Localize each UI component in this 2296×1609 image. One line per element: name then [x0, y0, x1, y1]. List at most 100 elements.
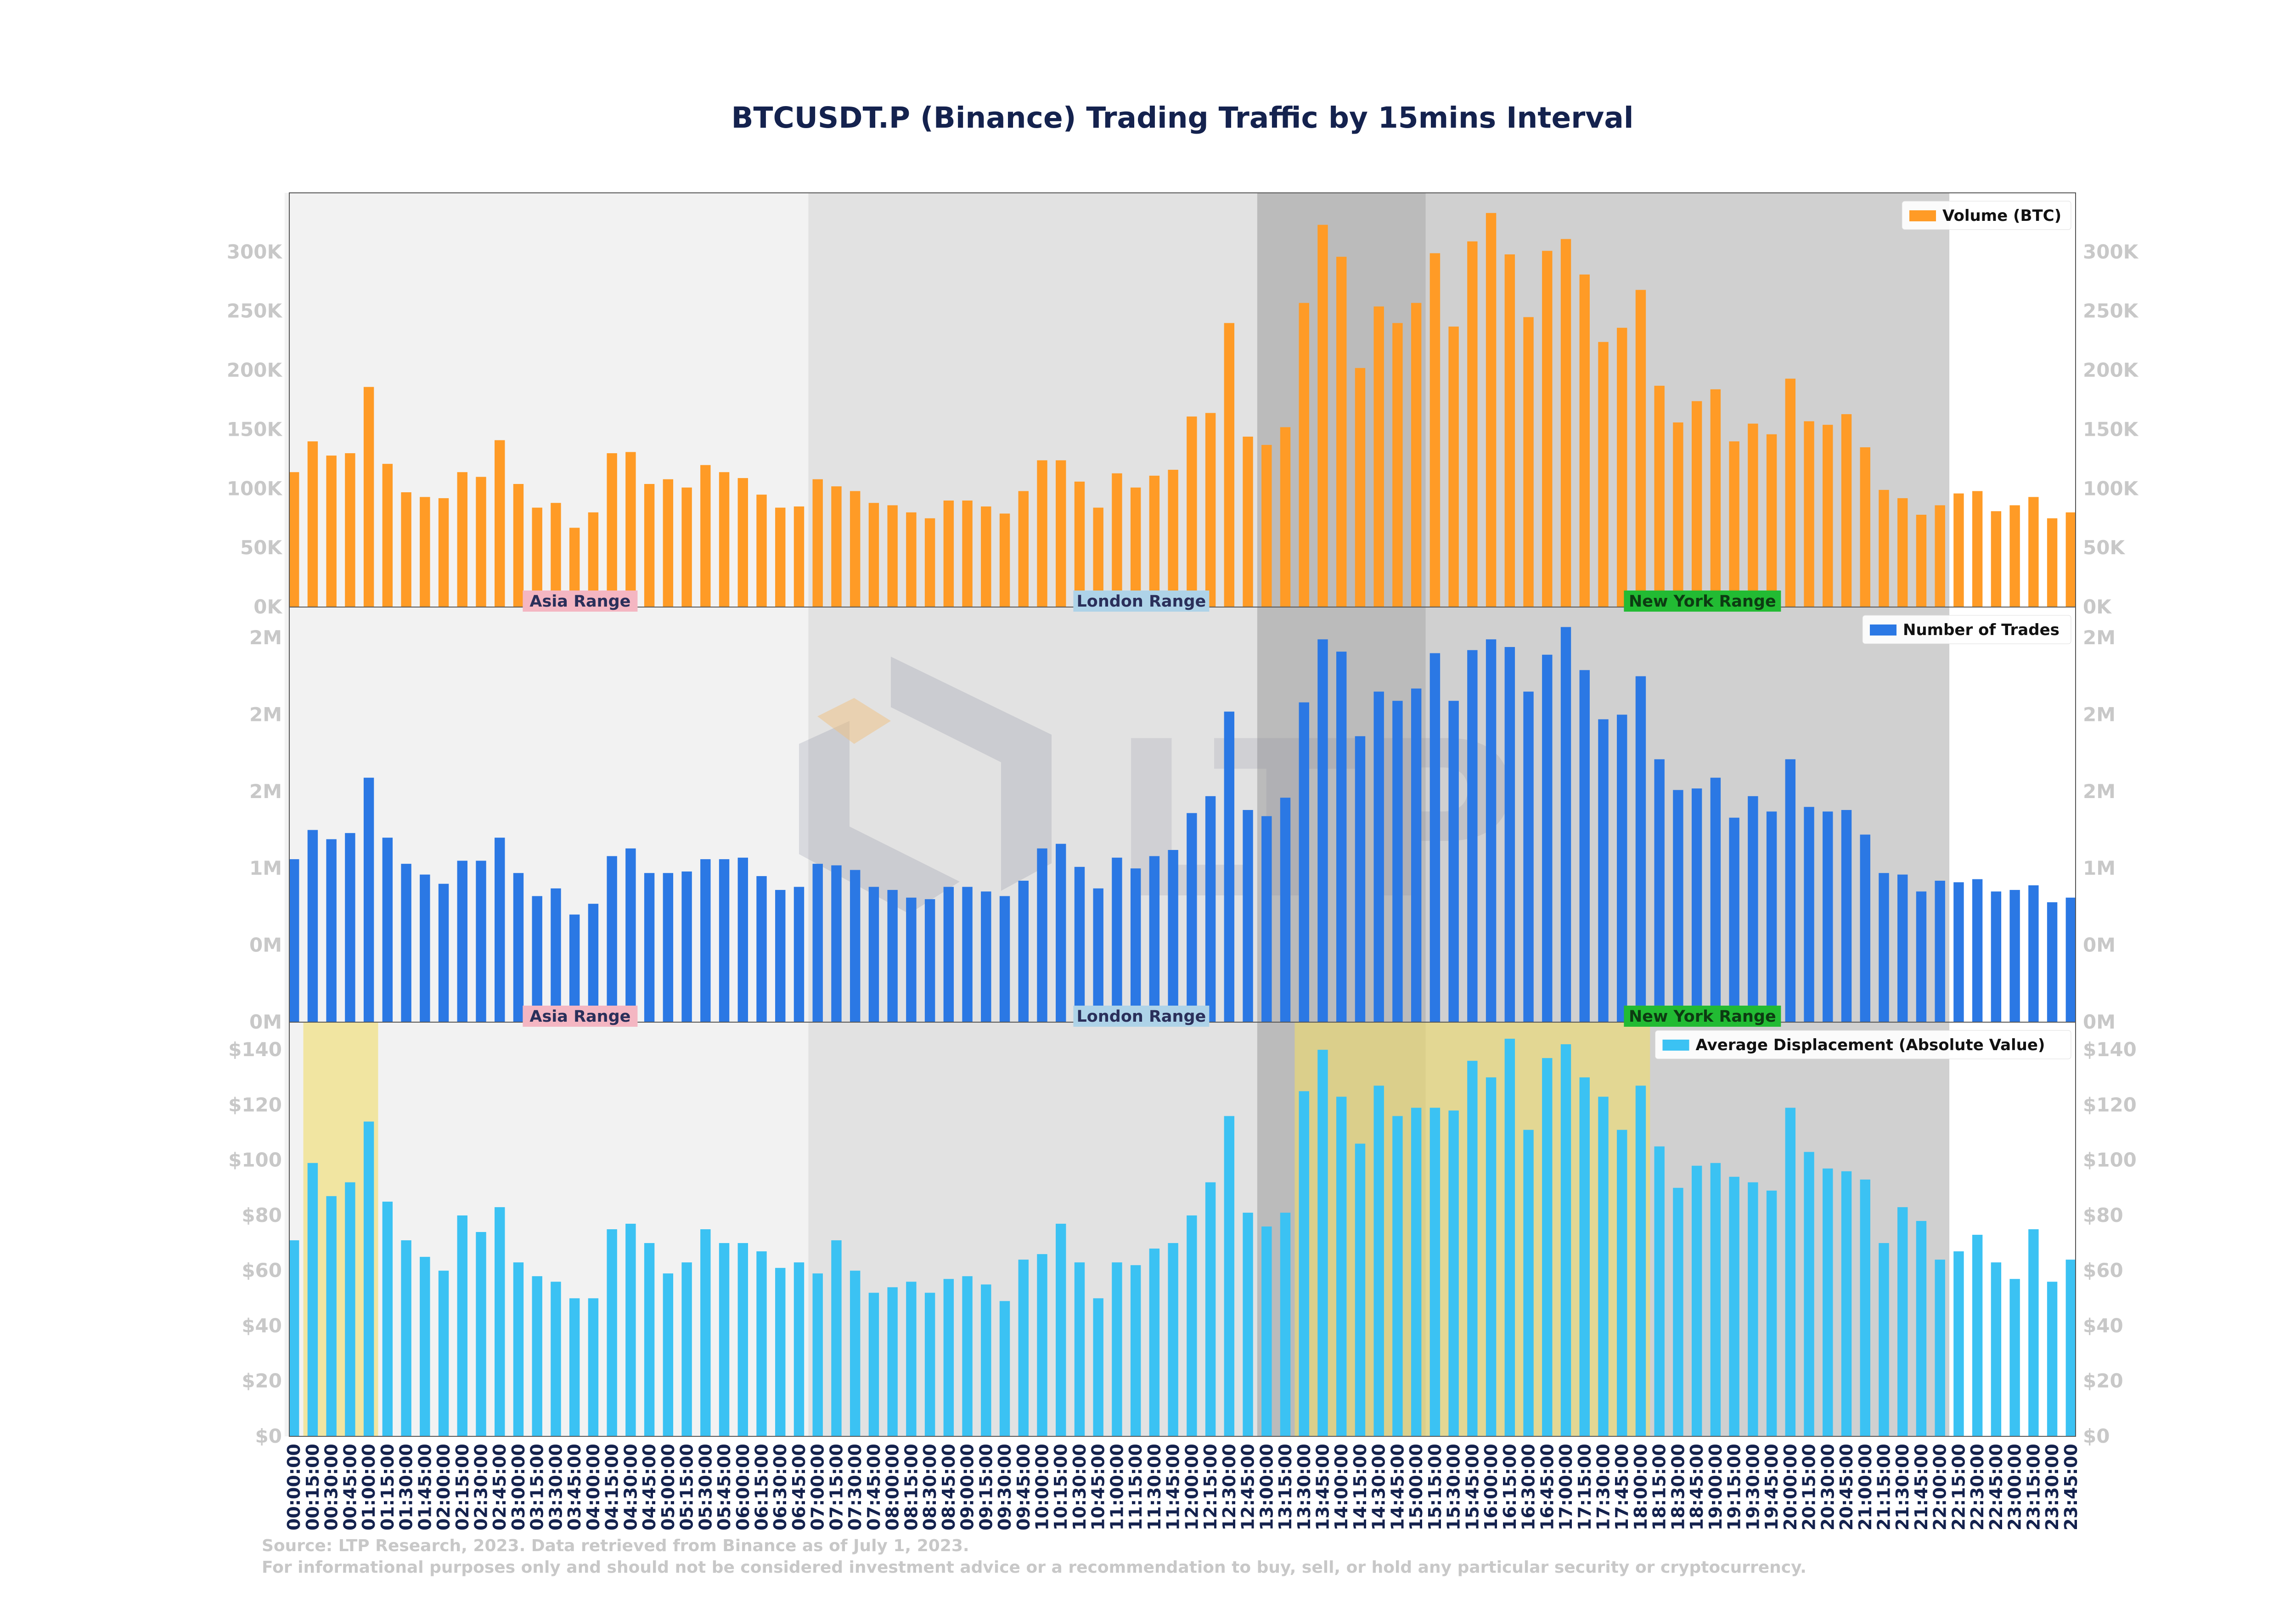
session-labels: Asia Range London Range New York Range Asia… — [523, 591, 1781, 1027]
bar-1-48 — [1187, 813, 1197, 1022]
bar-1-66 — [1523, 692, 1534, 1022]
bar-0-66 — [1523, 317, 1534, 607]
bar-0-51 — [1243, 436, 1253, 607]
x-tick-label: 20:45:00 — [1836, 1444, 1857, 1530]
x-tick-label: 21:45:00 — [1911, 1444, 1931, 1530]
x-tick-label: 12:45:00 — [1238, 1444, 1258, 1530]
legend-label-2: Average Displacement (Absolute Value) — [1696, 1036, 2045, 1054]
bar-1-41 — [1056, 844, 1066, 1022]
bar-2-75 — [1691, 1165, 1702, 1436]
bar-1-19 — [644, 873, 655, 1022]
x-tick-label: 01:15:00 — [377, 1444, 398, 1530]
y-tick-left: 100K — [227, 477, 283, 500]
x-tick-label: 02:00:00 — [433, 1444, 454, 1530]
bar-1-57 — [1355, 736, 1366, 1022]
session-label: New York Range — [1629, 592, 1776, 611]
bar-2-10 — [476, 1232, 486, 1436]
bar-0-78 — [1748, 423, 1758, 607]
y-tick-right: 0M — [2083, 1011, 2116, 1033]
bar-0-1 — [307, 441, 318, 607]
bar-1-79 — [1766, 811, 1777, 1022]
bar-1-44 — [1112, 857, 1122, 1022]
bar-0-92 — [2009, 505, 2020, 607]
y-tick-left: 2M — [249, 780, 282, 803]
bar-0-62 — [1448, 326, 1459, 607]
bar-0-47 — [1168, 470, 1178, 607]
x-tick-label: 22:15:00 — [1948, 1444, 1969, 1530]
x-tick-label: 05:30:00 — [695, 1444, 715, 1530]
x-tick-label: 05:45:00 — [714, 1444, 734, 1530]
bar-1-88 — [1935, 880, 1945, 1022]
session-label: London Range — [1077, 1007, 1206, 1026]
y-tick-right: $100 — [2083, 1149, 2137, 1171]
bar-1-75 — [1691, 788, 1702, 1022]
bar-1-34 — [924, 899, 935, 1022]
x-tick-label: 22:45:00 — [1986, 1444, 2006, 1530]
bar-0-53 — [1280, 427, 1291, 607]
bar-1-86 — [1897, 874, 1908, 1022]
session-label: New York Range — [1629, 1007, 1776, 1026]
x-tick-label: 23:45:00 — [2061, 1444, 2081, 1530]
x-tick-label: 12:30:00 — [1219, 1444, 1239, 1530]
bar-2-58 — [1373, 1086, 1384, 1436]
session-label-box — [1624, 1006, 1781, 1027]
bar-2-67 — [1542, 1058, 1553, 1436]
session-label-box — [1073, 591, 1210, 612]
bar-1-80 — [1785, 759, 1796, 1022]
x-tick-label: 23:15:00 — [2023, 1444, 2043, 1530]
bar-2-49 — [1205, 1182, 1216, 1436]
bar-0-30 — [850, 491, 861, 607]
x-tick-label: 19:00:00 — [1705, 1444, 1726, 1530]
bar-2-89 — [1953, 1251, 1964, 1436]
bar-2-35 — [943, 1279, 954, 1436]
bar-1-55 — [1317, 639, 1328, 1022]
bar-0-82 — [1823, 425, 1833, 607]
y-tick-left: $20 — [242, 1370, 282, 1392]
y-tick-left: 300K — [227, 241, 283, 263]
bar-2-81 — [1804, 1152, 1814, 1436]
bar-2-80 — [1785, 1108, 1796, 1436]
bar-0-37 — [981, 506, 991, 607]
y-tick-left: $40 — [242, 1314, 282, 1337]
bar-0-73 — [1654, 386, 1665, 607]
y-tick-left: 200K — [227, 359, 283, 382]
legend-swatch-0 — [1909, 210, 1936, 221]
bar-1-33 — [906, 897, 917, 1022]
bar-0-87 — [1916, 514, 1927, 607]
source-note: Source: LTP Research, 2023. Data retriev… — [262, 1536, 969, 1555]
x-tick-label: 04:00:00 — [583, 1444, 603, 1530]
bar-1-5 — [382, 838, 393, 1022]
bar-2-38 — [999, 1301, 1010, 1436]
bar-0-57 — [1355, 368, 1366, 607]
bar-0-56 — [1336, 257, 1347, 607]
x-tick-label: 23:30:00 — [2042, 1444, 2062, 1530]
chart-title: BTCUSDT.P (Binance) Trading Traffic by 1… — [732, 101, 1634, 135]
bar-2-52 — [1261, 1226, 1272, 1436]
x-tick-label: 03:45:00 — [564, 1444, 585, 1530]
bar-0-88 — [1935, 505, 1945, 607]
x-tick-label: 11:30:00 — [1144, 1444, 1165, 1530]
bar-1-15 — [569, 914, 580, 1022]
x-tick-label: 11:15:00 — [1125, 1444, 1146, 1530]
bar-0-50 — [1224, 323, 1235, 607]
y-tick-right: $120 — [2083, 1093, 2137, 1116]
bar-1-84 — [1860, 834, 1870, 1022]
bar-2-29 — [831, 1240, 842, 1436]
bar-0-6 — [401, 492, 411, 607]
bar-1-65 — [1504, 647, 1515, 1022]
bar-0-74 — [1673, 422, 1683, 607]
bar-1-58 — [1373, 692, 1384, 1022]
bar-1-3 — [345, 833, 355, 1022]
x-tick-label: 03:30:00 — [546, 1444, 566, 1530]
session-label-box — [1073, 1006, 1210, 1027]
bar-1-78 — [1748, 796, 1758, 1022]
bar-0-75 — [1691, 401, 1702, 607]
axis-labels: 0K 0K 50K 50K 100K 100K 150K 150K 200K 200K 250K 25… — [227, 241, 2139, 1530]
bar-1-10 — [476, 861, 486, 1022]
bar-1-29 — [831, 865, 842, 1022]
bar-0-93 — [2028, 497, 2039, 607]
legend-box-1 — [1862, 615, 2071, 644]
bar-1-1 — [307, 830, 318, 1022]
bar-2-17 — [607, 1229, 617, 1436]
